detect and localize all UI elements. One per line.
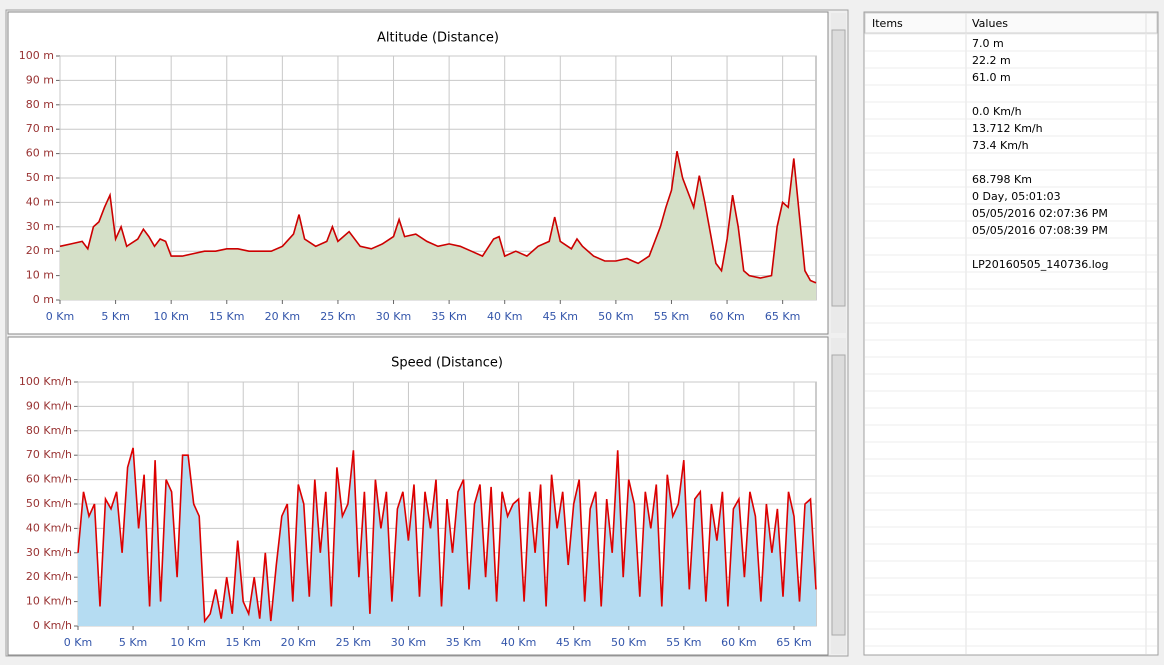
x-tick-label: 60 Km [709, 310, 744, 323]
x-tick-label: 5 Km [119, 636, 147, 649]
x-tick-label: 25 Km [320, 310, 355, 323]
value-cell: 61.0 m [972, 71, 1011, 84]
x-tick-label: 45 Km [543, 310, 578, 323]
y-tick-label: 100 m [19, 49, 54, 62]
y-tick-label: 40 m [26, 195, 54, 208]
y-tick-label: 80 Km/h [26, 424, 72, 437]
chart-title: Altitude (Distance) [377, 31, 499, 46]
value-cell: 73.4 Km/h [972, 139, 1029, 152]
y-tick-label: 0 m [33, 293, 54, 306]
y-tick-label: 80 m [26, 98, 54, 111]
y-tick-label: 50 m [26, 171, 54, 184]
scroll-thumb[interactable] [831, 354, 846, 636]
x-tick-label: 30 Km [391, 636, 426, 649]
x-tick-label: 55 Km [654, 310, 689, 323]
y-tick-label: 30 m [26, 220, 54, 233]
value-cell: LP20160505_140736.log [972, 258, 1109, 271]
scroll-thumb[interactable] [831, 29, 846, 307]
x-tick-label: 50 Km [598, 310, 633, 323]
value-cell: 0 Day, 05:01:03 [972, 190, 1061, 203]
value-cell: 7.0 m [972, 37, 1004, 50]
data-line [77, 447, 817, 624]
x-tick-label: 40 Km [501, 636, 536, 649]
x-tick-label: 30 Km [376, 310, 411, 323]
y-tick-label: 10 Km/h [26, 595, 72, 608]
value-cell: 68.798 Km [972, 173, 1032, 186]
x-tick-label: 50 Km [611, 636, 646, 649]
y-tick-label: 90 m [26, 73, 54, 86]
x-tick-label: 10 Km [153, 310, 188, 323]
x-tick-label: 65 Km [765, 310, 800, 323]
x-tick-label: 60 Km [721, 636, 756, 649]
x-tick-label: 0 Km [46, 310, 74, 323]
y-tick-label: 60 m [26, 147, 54, 160]
value-cell: 0.0 Km/h [972, 105, 1022, 118]
y-tick-label: 20 m [26, 244, 54, 257]
y-tick-label: 0 Km/h [33, 619, 72, 632]
x-tick-label: 25 Km [336, 636, 371, 649]
value-cell: 13.712 Km/h [972, 122, 1043, 135]
x-tick-label: 40 Km [487, 310, 522, 323]
header-cell: Items [872, 17, 903, 30]
x-tick-label: 15 Km [209, 310, 244, 323]
x-tick-label: 45 Km [556, 636, 591, 649]
x-tick-label: 55 Km [666, 636, 701, 649]
y-tick-label: 100 Km/h [19, 375, 72, 388]
y-tick-label: 40 Km/h [26, 521, 72, 534]
y-tick-label: 60 Km/h [26, 473, 72, 486]
chart-title: Speed (Distance) [391, 356, 503, 371]
x-tick-label: 10 Km [170, 636, 205, 649]
x-tick-label: 5 Km [101, 310, 129, 323]
y-tick-label: 10 m [26, 269, 54, 282]
header-cell: Values [972, 17, 1008, 30]
x-tick-label: 65 Km [776, 636, 811, 649]
area-fill [60, 151, 816, 300]
x-tick-label: 35 Km [431, 310, 466, 323]
y-tick-label: 50 Km/h [26, 497, 72, 510]
value-cell: 22.2 m [972, 54, 1011, 67]
value-cell: 05/05/2016 07:08:39 PM [972, 224, 1108, 237]
y-tick-label: 30 Km/h [26, 546, 72, 559]
y-tick-label: 70 m [26, 122, 54, 135]
data-line [59, 151, 817, 284]
y-tick-label: 20 Km/h [26, 570, 72, 583]
x-tick-label: 0 Km [64, 636, 92, 649]
y-tick-label: 70 Km/h [26, 448, 72, 461]
x-tick-label: 35 Km [446, 636, 481, 649]
y-tick-label: 90 Km/h [26, 399, 72, 412]
x-tick-label: 20 Km [265, 310, 300, 323]
x-tick-label: 20 Km [281, 636, 316, 649]
table-header [864, 12, 1158, 34]
x-tick-label: 15 Km [226, 636, 261, 649]
value-cell: 05/05/2016 02:07:36 PM [972, 207, 1108, 220]
